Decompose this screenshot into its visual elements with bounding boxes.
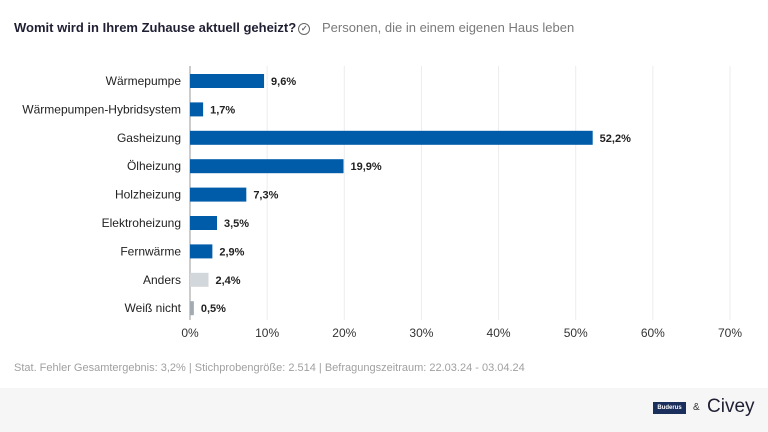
bar [190, 187, 247, 202]
bar [190, 244, 213, 259]
check-icon: ✓ [298, 23, 311, 35]
chart-title: Womit wird in Ihrem Zuhause aktuell gehe… [14, 20, 311, 35]
category-label: Anders [143, 273, 181, 287]
data-label: 2,9% [219, 246, 244, 258]
x-tick-label: 60% [641, 326, 665, 340]
category-label: Fernwärme [120, 244, 181, 258]
category-label: Gasheizung [117, 131, 181, 145]
category-label: Holzheizung [115, 188, 181, 202]
bar [190, 159, 344, 174]
x-tick-label: 70% [718, 326, 742, 340]
civey-logo: Civey [707, 396, 755, 417]
data-label: 19,9% [351, 161, 382, 173]
data-label: 0,5% [201, 303, 226, 315]
category-label: Wärmepumpen-Hybridsystem [22, 102, 181, 116]
data-label: 9,6% [271, 76, 296, 88]
buderus-logo: Buderus [653, 402, 686, 414]
category-label: Weiß nicht [125, 301, 182, 315]
data-label: 2,4% [216, 275, 241, 287]
chart-subtitle: Personen, die in einem eigenen Haus lebe… [322, 20, 575, 35]
ampersand: & [693, 402, 700, 413]
bar [190, 74, 265, 88]
footnote: Stat. Fehler Gesamtergebnis: 3,2% | Stic… [14, 362, 525, 374]
x-tick-label: 30% [409, 326, 433, 340]
x-tick-label: 10% [255, 326, 279, 340]
data-label: 3,5% [224, 218, 249, 230]
data-label: 1,7% [210, 104, 235, 116]
bar [190, 301, 194, 316]
footer-band [0, 388, 768, 432]
bar [190, 130, 593, 145]
data-label: 52,2% [600, 133, 631, 145]
x-tick-label: 0% [181, 326, 199, 340]
category-label: Ölheizung [127, 159, 181, 173]
x-tick-label: 40% [487, 326, 511, 340]
category-label: Elektroheizung [102, 216, 181, 230]
bar [190, 216, 217, 230]
category-label: Wärmepumpe [106, 74, 182, 88]
x-tick-label: 50% [564, 326, 588, 340]
bar [190, 102, 204, 117]
bar-chart: 0% 10% 20% 30% 40% 50% 60% 70% Wärmepumpe 9,6% Wär… [22, 66, 742, 340]
x-tick-label: 20% [332, 326, 356, 340]
bar [190, 272, 209, 287]
data-label: 7,3% [253, 190, 278, 202]
